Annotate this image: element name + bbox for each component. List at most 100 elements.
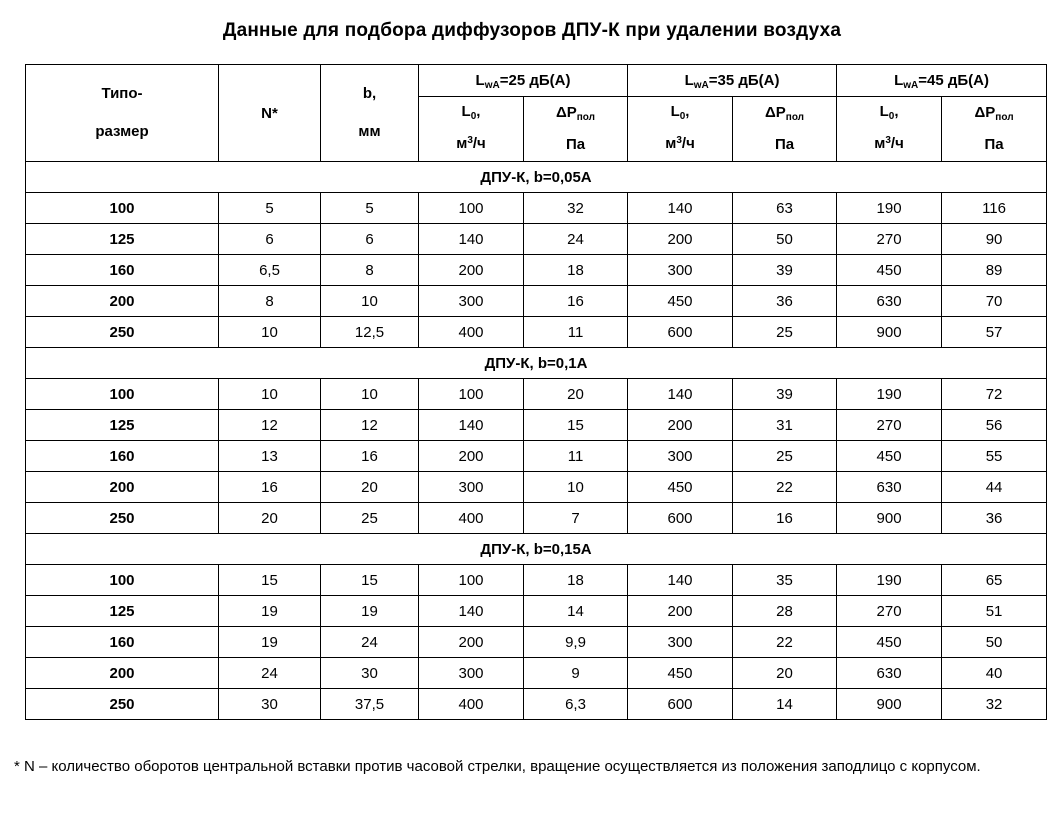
value-cell: 57 — [941, 316, 1048, 348]
typo-size-cell: 200 — [25, 657, 219, 689]
value-cell: 116 — [941, 192, 1048, 224]
pressure-unit: Па — [984, 136, 1004, 153]
header-row-groups: Типо- размер N* b, мм LwA=25 дБ(А) LwA=3… — [25, 64, 1048, 162]
value-cell: 55 — [941, 440, 1048, 472]
page-title: Данные для подбора диффузоров ДПУ-К при … — [222, 20, 842, 41]
value-cell: 24 — [522, 223, 629, 255]
header-row-sub: L0, м3/ч ΔPпол Па L0, м3/ч ΔPпол Па L0, … — [26, 96, 1048, 162]
table-row: 200 8 10 300 16 450 36 630 70 — [25, 285, 1048, 317]
header-flow-25: L0, м3/ч — [418, 96, 524, 162]
value-cell: 16 — [218, 471, 321, 503]
value-cell: 50 — [941, 626, 1048, 658]
value-cell: 300 — [418, 285, 524, 317]
value-cell: 900 — [836, 688, 943, 720]
header-b-mm: b, мм — [320, 64, 419, 162]
value-cell: 16 — [732, 502, 838, 534]
lwa-value: =35 дБ(А) — [708, 72, 780, 89]
value-cell: 400 — [418, 688, 524, 720]
value-cell: 51 — [941, 595, 1048, 627]
value-cell: 20 — [218, 502, 321, 534]
value-cell: 22 — [732, 471, 838, 503]
value-cell: 18 — [522, 254, 629, 286]
section-header-row: ДПУ-К, b=0,05А — [24, 161, 1048, 193]
pressure-symbol: ΔPпол — [764, 104, 805, 123]
value-cell: 100 — [418, 564, 524, 596]
value-cell: 39 — [732, 378, 838, 410]
value-cell: 10 — [522, 471, 629, 503]
value-cell: 6,3 — [522, 688, 629, 720]
value-cell: 270 — [836, 595, 943, 627]
value-cell: 140 — [418, 409, 524, 441]
table-row: 160 13 16 200 11 300 25 450 55 — [25, 440, 1048, 472]
table-row: 100 10 10 100 20 140 39 190 72 — [25, 378, 1048, 410]
value-cell: 32 — [941, 688, 1048, 720]
section-header: ДПУ-К, b=0,05А — [24, 161, 1048, 193]
pressure-unit: Па — [774, 136, 795, 153]
value-cell: 31 — [732, 409, 838, 441]
lwa-value: =25 дБ(А) — [499, 72, 571, 89]
flow-unit: м3/ч — [665, 135, 695, 152]
value-cell: 25 — [320, 502, 419, 534]
flow-symbol: L0, — [879, 103, 899, 122]
value-cell: 70 — [941, 285, 1048, 317]
value-cell: 450 — [836, 254, 943, 286]
value-cell: 25 — [732, 316, 838, 348]
value-cell: 300 — [418, 657, 524, 689]
flow-symbol: L0, — [670, 103, 690, 122]
lwa-subscript: wA — [903, 80, 919, 91]
value-cell: 90 — [941, 223, 1048, 255]
value-cell: 190 — [836, 564, 943, 596]
pressure-unit: Па — [565, 136, 586, 153]
value-cell: 19 — [320, 595, 419, 627]
value-cell: 200 — [627, 409, 734, 441]
value-cell: 270 — [836, 409, 943, 441]
value-cell: 10 — [218, 316, 321, 348]
value-cell: 15 — [320, 564, 419, 596]
typo-size-cell: 125 — [25, 223, 219, 255]
value-cell: 63 — [732, 192, 838, 224]
table-row: 160 19 24 200 9,9 300 22 450 50 — [25, 626, 1048, 658]
typo-size-cell: 100 — [25, 564, 219, 596]
value-cell: 12 — [218, 409, 321, 441]
lwa-subscript: wA — [693, 80, 709, 91]
value-cell: 11 — [522, 440, 629, 472]
header-group-lwa-45: LwA=45 дБ(А) — [836, 64, 1048, 97]
value-cell: 8 — [320, 254, 419, 286]
table-row: 100 5 5 100 32 140 63 190 116 — [25, 192, 1048, 224]
typo-size-cell: 160 — [25, 626, 219, 658]
pressure-symbol: ΔPпол — [974, 104, 1014, 123]
value-cell: 22 — [732, 626, 838, 658]
value-cell: 100 — [418, 192, 524, 224]
typo-size-cell: 125 — [25, 595, 219, 627]
header-flow-35: L0, м3/ч — [627, 96, 734, 162]
diffuser-selection-table: Типо- размер N* b, мм LwA=25 дБ(А) LwA=3… — [24, 64, 1048, 720]
value-cell: 10 — [320, 285, 419, 317]
value-cell: 10 — [218, 378, 321, 410]
table-row: 250 10 12,5 400 11 600 25 900 57 — [25, 316, 1048, 348]
value-cell: 300 — [627, 440, 734, 472]
value-cell: 15 — [218, 564, 321, 596]
table-header: Типо- размер N* b, мм LwA=25 дБ(А) LwA=3… — [25, 64, 1048, 162]
header-pressure-25: ΔPпол Па — [522, 96, 629, 162]
value-cell: 7 — [522, 502, 629, 534]
value-cell: 5 — [320, 192, 419, 224]
value-cell: 30 — [320, 657, 419, 689]
typo-size-cell: 250 — [25, 316, 219, 348]
value-cell: 630 — [836, 285, 943, 317]
value-cell: 14 — [732, 688, 838, 720]
value-cell: 450 — [627, 471, 734, 503]
value-cell: 11 — [522, 316, 629, 348]
header-group-lwa-25: LwA=25 дБ(А) — [417, 64, 629, 97]
value-cell: 18 — [522, 564, 629, 596]
typo-size-cell: 200 — [25, 285, 219, 317]
typo-size-cell: 200 — [25, 471, 219, 503]
table-row: 125 19 19 140 14 200 28 270 51 — [25, 595, 1048, 627]
value-cell: 450 — [836, 440, 943, 472]
lwa-symbol: L — [894, 72, 904, 89]
value-cell: 28 — [732, 595, 838, 627]
value-cell: 25 — [732, 440, 838, 472]
lwa-symbol: L — [684, 72, 694, 89]
value-cell: 39 — [732, 254, 838, 286]
flow-unit: м3/ч — [456, 135, 486, 152]
value-cell: 140 — [627, 564, 734, 596]
